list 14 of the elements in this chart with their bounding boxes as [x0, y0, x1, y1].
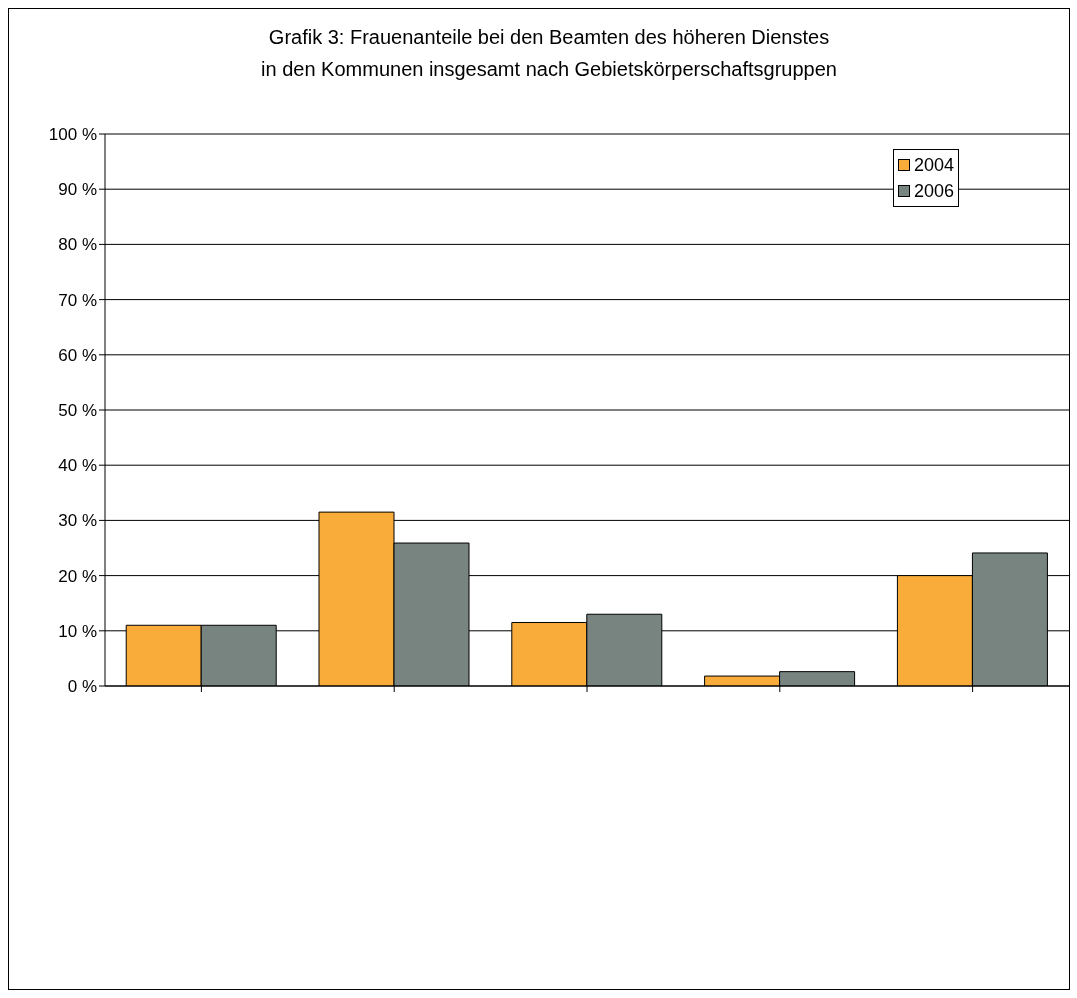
y-tick-label: 70 % [58, 290, 97, 310]
y-tick-label: 100 % [48, 125, 97, 145]
legend-label: 2006 [912, 180, 954, 203]
y-tick-label: 60 % [58, 345, 97, 365]
y-tick-label: 30 % [58, 511, 97, 531]
y-tick-label: 40 % [58, 456, 97, 476]
y-tick-label: 90 % [58, 180, 97, 200]
chart-title: Grafik 3: Frauenanteile bei den Beamten des höheren Dienstes in den Kommunen insgesamt nach Gebietskörperschaftsgruppen [260, 25, 838, 82]
y-tick-label: 20 % [58, 566, 97, 586]
legend-label: 2004 [912, 154, 954, 177]
y-tick-label: 80 % [58, 235, 97, 255]
y-tick-label: 0 % [67, 677, 97, 697]
y-tick-label: 50 % [58, 401, 97, 421]
y-tick-label: 10 % [58, 621, 97, 641]
